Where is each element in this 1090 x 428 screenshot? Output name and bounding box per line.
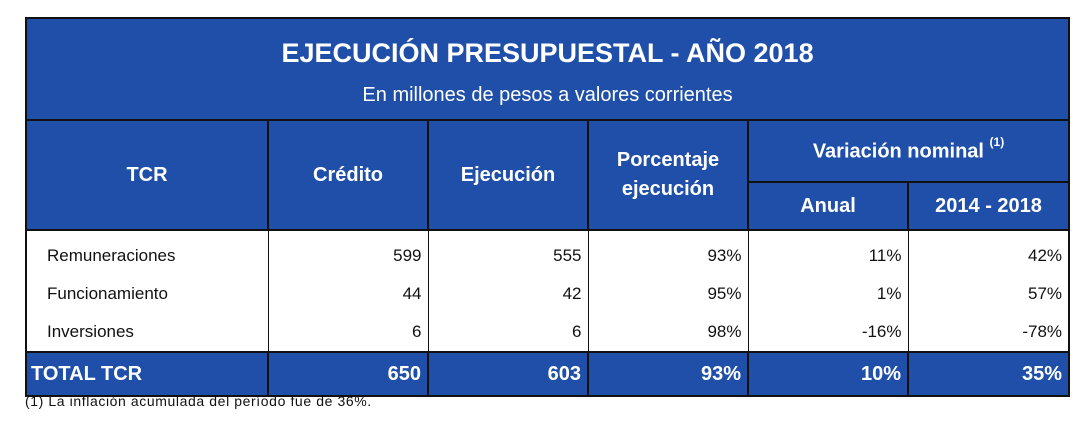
row-ejecucion: 555 (428, 230, 589, 275)
header-anual: Anual (747, 181, 909, 231)
row-porcentaje: 98% (588, 313, 749, 352)
total-row: TOTAL TCR 650 603 93% 10% 35% (25, 351, 1071, 397)
header-porcentaje-line2: ejecución (621, 178, 715, 200)
row-label: Funcionamiento (25, 275, 269, 313)
budget-table-container: EJECUCIÓN PRESUPUESTAL - AÑO 2018 En mil… (24, 17, 1071, 397)
total-anual: 10% (747, 351, 909, 397)
title-block: EJECUCIÓN PRESUPUESTAL - AÑO 2018 En mil… (24, 17, 1071, 121)
total-label: TOTAL TCR (25, 351, 269, 397)
row-periodo: 42% (908, 230, 1071, 275)
row-periodo: -78% (908, 313, 1071, 352)
row-ejecucion: 6 (428, 313, 589, 352)
total-credito: 650 (267, 351, 429, 397)
header-porcentaje: Porcentaje ejecución (587, 119, 749, 231)
table-row: Remuneraciones 599 555 93% 11% 42% (25, 230, 1071, 275)
row-credito: 599 (268, 230, 429, 275)
table-row: Funcionamiento 44 42 95% 1% 57% (25, 275, 1071, 313)
header-periodo: 2014 - 2018 (906, 181, 1071, 231)
header-credito: Crédito (267, 119, 429, 231)
header-variacion: Variación nominal (1) (746, 119, 1071, 183)
total-porcentaje: 93% (587, 351, 749, 397)
header-porcentaje-line1: Porcentaje (616, 149, 720, 171)
row-anual: 1% (748, 275, 909, 313)
row-ejecucion: 42 (428, 275, 589, 313)
table-title: EJECUCIÓN PRESUPUESTAL - AÑO 2018 (281, 38, 814, 68)
row-label: Remuneraciones (25, 230, 269, 275)
row-credito: 6 (268, 313, 429, 352)
header-variacion-note: (1) (989, 134, 1005, 149)
budget-table: EJECUCIÓN PRESUPUESTAL - AÑO 2018 En mil… (24, 17, 1071, 397)
table-subtitle: En millones de pesos a valores corriente… (362, 84, 733, 106)
row-label: Inversiones (25, 313, 269, 352)
header-variacion-label: Variación nominal (812, 140, 984, 163)
row-porcentaje: 95% (588, 275, 749, 313)
table-row: Inversiones 6 6 98% -16% -78% (25, 313, 1071, 352)
row-anual: 11% (748, 230, 909, 275)
row-anual: -16% (748, 313, 909, 352)
total-ejecucion: 603 (427, 351, 589, 397)
footnote: (1) La inflación acumulada del período f… (25, 393, 372, 409)
header-tcr: TCR (25, 119, 269, 231)
header-ejecucion: Ejecución (427, 119, 589, 231)
row-credito: 44 (268, 275, 429, 313)
row-periodo: 57% (908, 275, 1071, 313)
row-porcentaje: 93% (588, 230, 749, 275)
total-periodo: 35% (906, 351, 1071, 397)
